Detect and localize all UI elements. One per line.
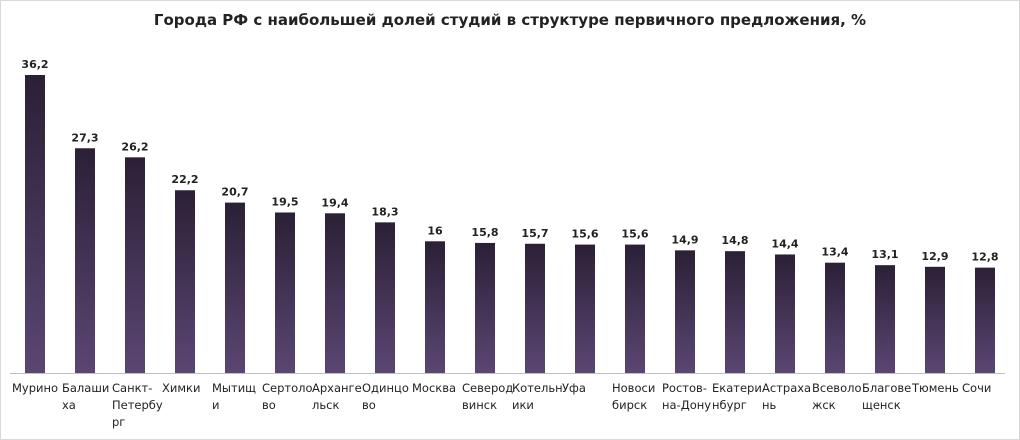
bar-11	[525, 243, 545, 373]
category-label-2: Балаши ха	[62, 381, 110, 412]
category-label-10: Северод винск	[462, 381, 514, 412]
category-label-5: Мытищ и	[212, 381, 257, 412]
data-label-12: 15,6	[571, 228, 598, 241]
bar-15	[725, 251, 745, 373]
data-label-6: 19,5	[271, 195, 298, 208]
data-label-3: 26,2	[121, 140, 148, 153]
category-label-19: Тюмень	[912, 381, 959, 395]
bar-4	[175, 190, 195, 373]
data-label-18: 13,1	[871, 248, 898, 261]
chart-title: Города РФ с наибольшей долей студий в ст…	[153, 11, 867, 29]
data-label-16: 14,4	[771, 237, 798, 250]
bar-14	[675, 250, 695, 373]
data-label-9: 16	[427, 224, 443, 237]
category-label-9: Москва	[412, 381, 457, 395]
category-label-1: Мурино	[12, 381, 59, 395]
category-label-8: Одинцо во	[362, 381, 409, 412]
data-label-13: 15,6	[621, 228, 648, 241]
data-label-15: 14,8	[721, 234, 748, 247]
bar-5	[225, 202, 245, 373]
bar-13	[625, 244, 645, 373]
bar-1	[25, 75, 45, 373]
bar-2	[75, 148, 95, 373]
bar-17	[825, 262, 845, 373]
category-label-11: Котельн ики	[512, 381, 563, 412]
bar-19	[925, 266, 945, 373]
data-label-17: 13,4	[821, 246, 848, 259]
bar-8	[375, 222, 395, 373]
data-label-5: 20,7	[221, 186, 248, 199]
bar-12	[575, 244, 595, 373]
category-label-13: Новоси бирск	[612, 381, 656, 412]
data-label-20: 12,8	[971, 251, 998, 264]
category-label-7: Архангe льск	[312, 381, 362, 412]
category-label-18: Благове щенск	[862, 381, 912, 412]
bar-3	[125, 157, 145, 373]
data-label-2: 27,3	[71, 131, 98, 144]
bar-9	[425, 241, 445, 373]
bar-10	[475, 242, 495, 373]
data-label-19: 12,9	[921, 250, 948, 263]
category-label-14: Ростов-на-Дону	[662, 381, 712, 412]
bar-7	[325, 213, 345, 373]
category-label-20: Сочи	[962, 381, 992, 395]
category-label-6: Сертоло во	[262, 381, 313, 412]
bar-16	[775, 254, 795, 373]
data-label-4: 22,2	[171, 173, 198, 186]
category-label-3: Санкт- Петербу рг	[112, 381, 163, 429]
bar-20	[975, 267, 995, 373]
category-label-4: Химки	[162, 381, 201, 395]
category-label-16: Астраха нь	[762, 381, 812, 412]
data-label-14: 14,9	[671, 233, 698, 246]
data-label-11: 15,7	[521, 227, 548, 240]
category-label-15: Екатери нбург	[712, 381, 762, 412]
data-label-8: 18,3	[371, 205, 398, 218]
bar-18	[875, 265, 895, 373]
bar-6	[275, 212, 295, 373]
category-label-12: Уфа	[562, 381, 586, 395]
data-label-10: 15,8	[471, 226, 498, 239]
category-label-17: Всеволо жск	[812, 381, 862, 412]
data-label-1: 36,2	[21, 58, 48, 71]
data-label-7: 19,4	[321, 196, 348, 209]
